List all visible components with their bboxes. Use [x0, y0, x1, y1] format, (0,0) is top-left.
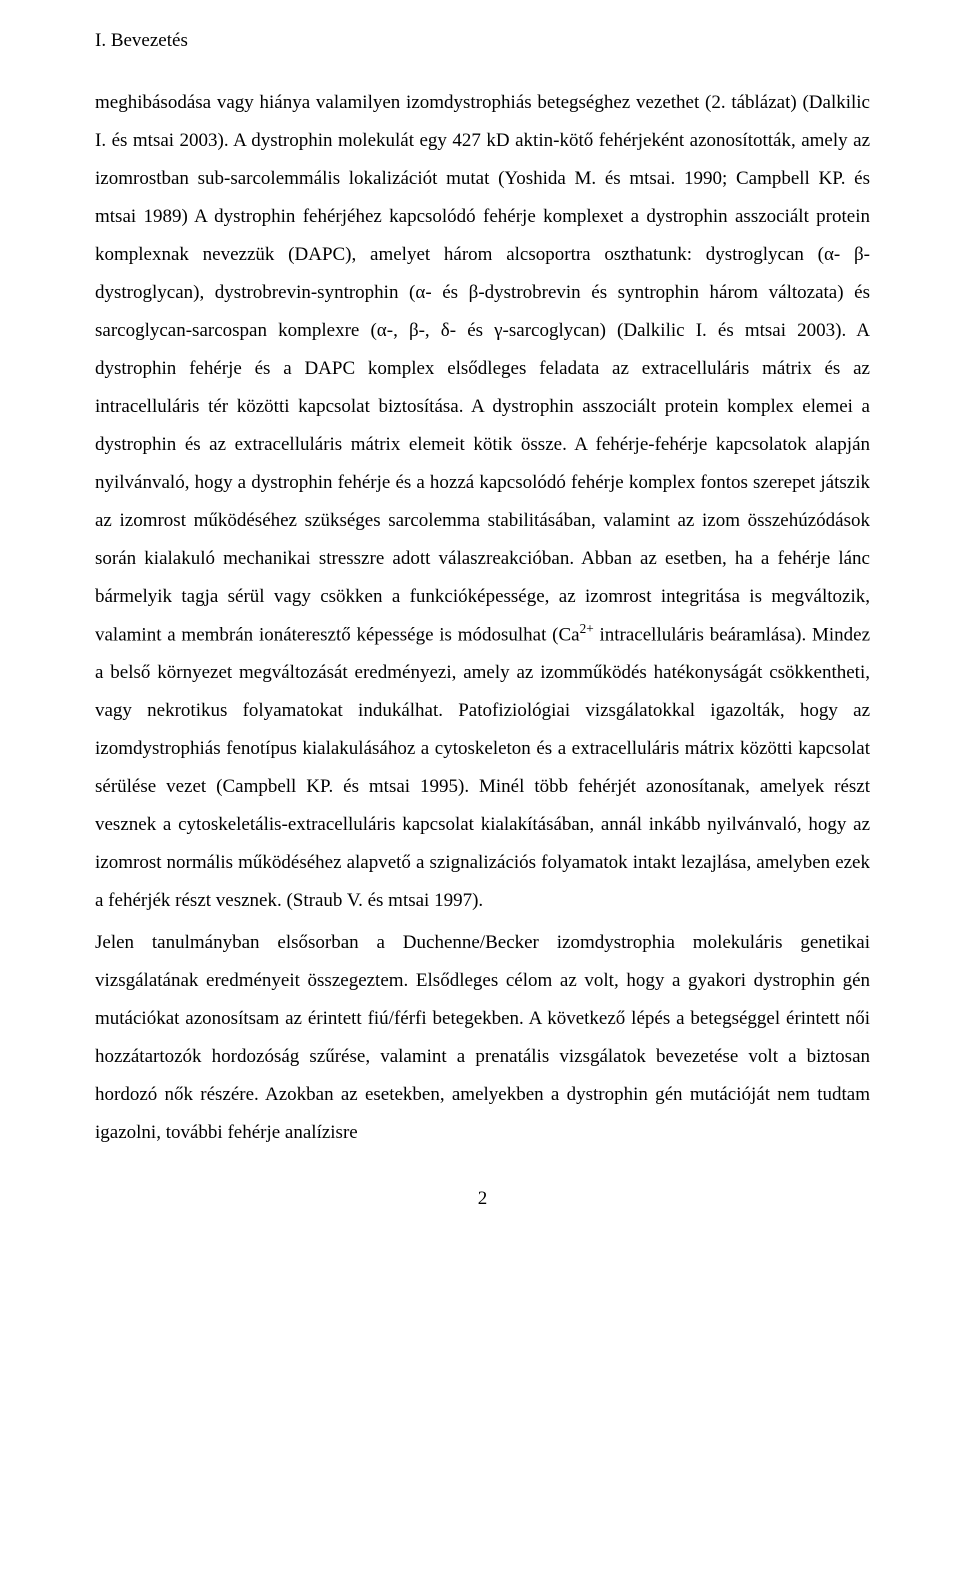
paragraph-text-part1: meghibásodása vagy hiánya valamilyen izo…: [95, 92, 870, 645]
page-number: 2: [95, 1188, 870, 1210]
body-paragraph-2: Jelen tanulmányban elsősorban a Duchenne…: [95, 924, 870, 1152]
superscript-ca: 2+: [580, 621, 594, 636]
section-heading: I. Bevezetés: [95, 30, 870, 52]
body-paragraph-1: meghibásodása vagy hiánya valamilyen izo…: [95, 84, 870, 920]
paragraph-text-part2: intracelluláris beáramlása). Mindez a be…: [95, 624, 870, 911]
document-page: I. Bevezetés meghibásodása vagy hiánya v…: [0, 0, 960, 1250]
